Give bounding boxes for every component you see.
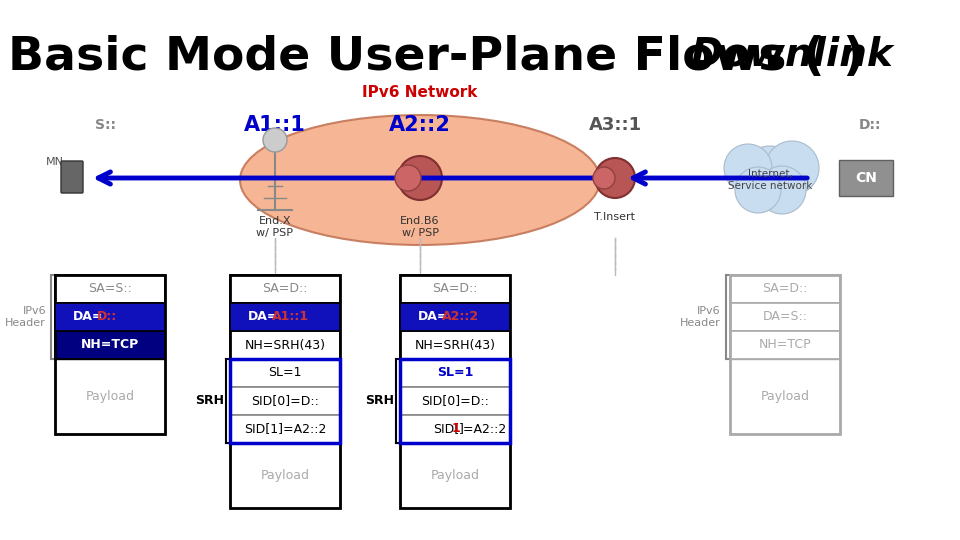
Circle shape xyxy=(758,166,806,214)
Text: NH=SRH(43): NH=SRH(43) xyxy=(415,339,495,352)
Text: ]=A2::2: ]=A2::2 xyxy=(459,422,507,435)
Text: SID[0]=D::: SID[0]=D:: xyxy=(421,395,489,408)
Text: SRH: SRH xyxy=(365,395,394,408)
Text: Payload: Payload xyxy=(760,390,809,403)
Text: Internet,
Service network: Internet, Service network xyxy=(728,169,812,191)
FancyBboxPatch shape xyxy=(55,303,165,331)
FancyBboxPatch shape xyxy=(55,275,165,303)
Text: D::: D:: xyxy=(97,310,117,323)
Text: ): ) xyxy=(842,35,864,80)
Circle shape xyxy=(593,167,615,189)
Circle shape xyxy=(738,146,802,210)
Circle shape xyxy=(595,158,635,198)
Text: SA=D::: SA=D:: xyxy=(262,282,308,295)
Text: End.B6
w/ PSP: End.B6 w/ PSP xyxy=(400,216,440,238)
Text: DA=: DA= xyxy=(248,310,278,323)
Text: Payload: Payload xyxy=(85,390,134,403)
Text: A1::1: A1::1 xyxy=(272,310,309,323)
Text: T.Insert: T.Insert xyxy=(594,212,636,222)
Ellipse shape xyxy=(240,115,600,245)
Text: IPv6
Header: IPv6 Header xyxy=(5,306,46,328)
FancyBboxPatch shape xyxy=(230,387,340,415)
Text: End.X
w/ PSP: End.X w/ PSP xyxy=(256,216,294,238)
FancyBboxPatch shape xyxy=(55,303,165,331)
Text: DA=A2::2: DA=A2::2 xyxy=(421,310,489,323)
FancyBboxPatch shape xyxy=(230,443,340,508)
Text: NH=TCP: NH=TCP xyxy=(81,339,139,352)
Circle shape xyxy=(398,156,442,200)
Text: SA=D::: SA=D:: xyxy=(762,282,807,295)
Text: SA=D::: SA=D:: xyxy=(432,282,478,295)
Text: DA=A1::1: DA=A1::1 xyxy=(252,310,319,323)
FancyBboxPatch shape xyxy=(400,443,510,508)
Text: A1::1: A1::1 xyxy=(244,115,306,135)
Text: DA=S::: DA=S:: xyxy=(762,310,807,323)
Text: CN: CN xyxy=(855,171,876,185)
Text: DA=: DA= xyxy=(73,310,104,323)
Text: Payload: Payload xyxy=(260,469,309,482)
FancyBboxPatch shape xyxy=(400,387,510,415)
FancyBboxPatch shape xyxy=(230,331,340,359)
FancyBboxPatch shape xyxy=(730,331,840,359)
Text: IPv6
Header: IPv6 Header xyxy=(681,306,721,328)
FancyBboxPatch shape xyxy=(400,331,510,359)
Text: SA=S::: SA=S:: xyxy=(88,282,132,295)
Text: NH=TCP: NH=TCP xyxy=(758,339,811,352)
FancyBboxPatch shape xyxy=(400,275,510,303)
FancyBboxPatch shape xyxy=(400,415,510,443)
Text: D::: D:: xyxy=(859,118,881,132)
Circle shape xyxy=(263,128,287,152)
FancyBboxPatch shape xyxy=(61,161,83,193)
FancyBboxPatch shape xyxy=(839,160,893,196)
Text: A2::2: A2::2 xyxy=(442,310,479,323)
FancyBboxPatch shape xyxy=(400,359,510,387)
Text: Downlink: Downlink xyxy=(690,35,893,73)
FancyBboxPatch shape xyxy=(400,303,510,331)
Text: 1: 1 xyxy=(452,422,461,435)
FancyBboxPatch shape xyxy=(730,275,840,303)
FancyBboxPatch shape xyxy=(230,415,340,443)
Circle shape xyxy=(724,144,772,192)
Text: SL=1: SL=1 xyxy=(268,367,301,380)
Text: DA=: DA= xyxy=(418,310,448,323)
Text: A3::1: A3::1 xyxy=(588,116,641,134)
FancyBboxPatch shape xyxy=(230,275,340,303)
FancyBboxPatch shape xyxy=(730,303,840,331)
FancyBboxPatch shape xyxy=(400,303,510,331)
Text: IPv6 Network: IPv6 Network xyxy=(362,85,478,100)
Text: SID[: SID[ xyxy=(433,422,459,435)
Text: Payload: Payload xyxy=(430,469,479,482)
Text: Basic Mode User-Plane Flows (: Basic Mode User-Plane Flows ( xyxy=(8,35,825,80)
Text: MN: MN xyxy=(46,157,64,167)
Text: NH=SRH(43): NH=SRH(43) xyxy=(245,339,325,352)
Text: SID[1]=A2::2: SID[1]=A2::2 xyxy=(244,422,326,435)
Text: SRH: SRH xyxy=(195,395,224,408)
FancyBboxPatch shape xyxy=(55,331,165,359)
FancyBboxPatch shape xyxy=(55,359,165,434)
Text: S::: S:: xyxy=(94,118,115,132)
Circle shape xyxy=(765,141,819,195)
FancyBboxPatch shape xyxy=(730,359,840,434)
Text: SL=1: SL=1 xyxy=(437,367,473,380)
FancyBboxPatch shape xyxy=(230,303,340,331)
Text: DA=D::: DA=D:: xyxy=(84,310,135,323)
Text: A2::2: A2::2 xyxy=(389,115,451,135)
FancyBboxPatch shape xyxy=(230,303,340,331)
Circle shape xyxy=(735,167,781,213)
FancyBboxPatch shape xyxy=(230,359,340,387)
Text: SID[0]=D::: SID[0]=D:: xyxy=(252,395,319,408)
Circle shape xyxy=(395,165,421,191)
